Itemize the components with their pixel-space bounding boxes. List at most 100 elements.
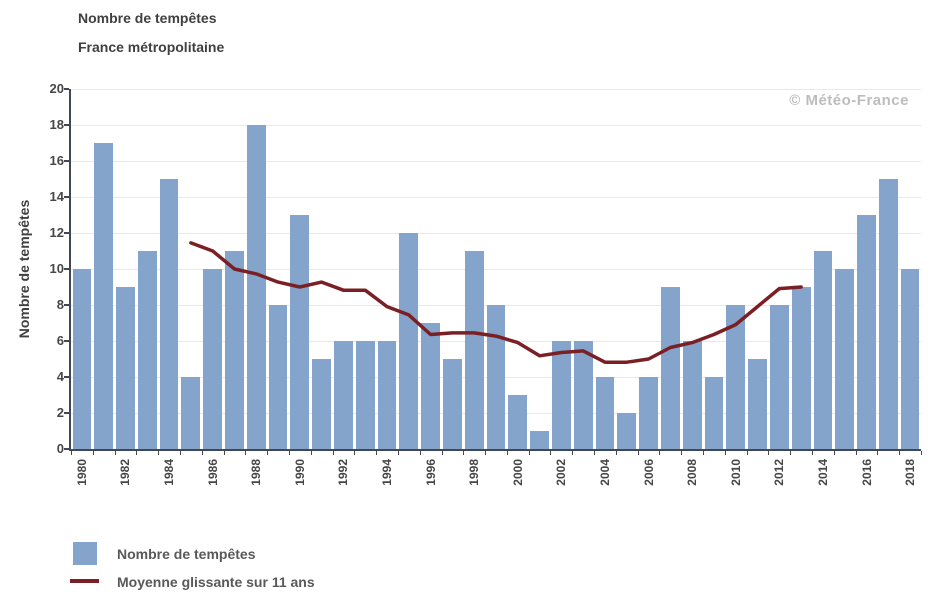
bar-1990	[290, 215, 310, 449]
x-tick-label-1996: 1996	[423, 459, 438, 486]
x-tick-label-1992: 1992	[336, 459, 351, 486]
y-tick-label-14: 14	[49, 189, 64, 204]
chart-subtitle: France métropolitaine	[78, 39, 225, 55]
x-tick-label-2004: 2004	[597, 459, 612, 486]
legend-bar-label: Nombre de tempêtes	[117, 546, 256, 562]
x-tick-mark-33	[790, 451, 792, 455]
y-axis-line	[69, 89, 71, 451]
bar-2018	[900, 269, 920, 449]
y-tick-mark-8	[64, 304, 69, 306]
bar-1999	[486, 305, 506, 449]
bar-2007	[660, 287, 680, 449]
x-tick-mark-20	[506, 451, 508, 455]
x-tick-label-2018: 2018	[903, 459, 918, 486]
bar-2006	[639, 377, 658, 449]
bar-2011	[748, 359, 767, 449]
bar-1981	[94, 143, 114, 449]
bar-2015	[835, 269, 855, 449]
watermark: © Météo-France	[789, 92, 909, 109]
bar-1994	[377, 341, 397, 449]
x-tick-label-2002: 2002	[554, 459, 569, 486]
y-tick-mark-18	[64, 124, 69, 126]
x-tick-mark-28	[681, 451, 683, 455]
x-tick-label-2012: 2012	[772, 459, 787, 486]
x-tick-mark-18	[463, 451, 465, 455]
x-tick-label-1988: 1988	[249, 459, 264, 486]
y-tick-label-20: 20	[49, 81, 64, 96]
y-tick-label-0: 0	[56, 441, 64, 456]
y-tick-label-2: 2	[56, 405, 64, 420]
legend-bar-swatch	[73, 542, 97, 565]
x-tick-label-1986: 1986	[205, 459, 220, 486]
x-tick-mark-25	[615, 451, 617, 455]
bar-1982	[116, 287, 135, 449]
x-tick-label-2000: 2000	[510, 459, 525, 486]
bar-2014	[813, 251, 833, 449]
y-tick-label-12: 12	[49, 225, 64, 240]
x-tick-mark-31	[746, 451, 748, 455]
y-tick-mark-20	[64, 88, 69, 90]
x-tick-label-1994: 1994	[380, 459, 395, 486]
x-tick-label-1984: 1984	[162, 459, 177, 486]
moving-average-line	[189, 241, 803, 364]
gridline-20	[71, 89, 921, 90]
gridline-14	[71, 197, 921, 198]
bar-1989	[268, 305, 288, 449]
x-tick-label-1980: 1980	[74, 459, 89, 486]
x-tick-mark-37	[877, 451, 879, 455]
gridline-10	[71, 269, 921, 270]
x-tick-label-2006: 2006	[641, 459, 656, 486]
x-tick-mark-6	[201, 451, 203, 455]
y-tick-mark-2	[64, 412, 69, 414]
x-tick-mark-7	[223, 451, 225, 455]
y-tick-mark-14	[64, 196, 69, 198]
x-tick-mark-16	[419, 451, 421, 455]
x-tick-mark-35	[833, 451, 835, 455]
chart-title: Nombre de tempêtes	[78, 10, 217, 26]
x-tick-mark-24	[594, 451, 596, 455]
x-tick-mark-30	[724, 451, 726, 455]
bar-1996	[421, 323, 440, 449]
x-tick-mark-17	[441, 451, 443, 455]
bar-2008	[682, 341, 702, 449]
bar-1991	[312, 359, 332, 449]
y-tick-label-8: 8	[56, 297, 64, 312]
bar-2012	[769, 305, 789, 449]
bar-1992	[334, 341, 353, 449]
gridline-12	[71, 233, 921, 234]
x-tick-mark-2	[114, 451, 116, 455]
x-tick-mark-26	[637, 451, 639, 455]
gridline-18	[71, 125, 921, 126]
x-tick-label-2010: 2010	[728, 459, 743, 486]
x-tick-label-2008: 2008	[685, 459, 700, 486]
bar-1980	[72, 269, 92, 449]
bar-2016	[857, 215, 876, 449]
x-tick-mark-39	[921, 451, 922, 455]
x-tick-label-1982: 1982	[118, 459, 133, 486]
bar-2017	[878, 179, 898, 449]
bar-1995	[399, 233, 419, 449]
x-tick-mark-9	[267, 451, 269, 455]
x-tick-mark-0	[71, 451, 72, 455]
x-tick-mark-19	[485, 451, 487, 455]
y-tick-label-18: 18	[49, 117, 64, 132]
x-axis-line	[69, 449, 921, 451]
bar-2005	[617, 413, 637, 449]
y-tick-mark-4	[64, 376, 69, 378]
x-tick-mark-8	[245, 451, 247, 455]
x-tick-mark-5	[179, 451, 181, 455]
x-tick-mark-10	[288, 451, 290, 455]
moving-average-polyline	[189, 241, 803, 364]
x-tick-mark-34	[812, 451, 814, 455]
x-tick-mark-3	[136, 451, 138, 455]
plot-area: © Météo-France	[71, 89, 921, 449]
x-tick-mark-13	[354, 451, 356, 455]
x-tick-mark-4	[158, 451, 160, 455]
x-tick-mark-36	[855, 451, 857, 455]
x-tick-mark-38	[899, 451, 901, 455]
x-tick-label-2016: 2016	[859, 459, 874, 486]
y-tick-label-4: 4	[56, 369, 64, 384]
x-tick-mark-22	[550, 451, 552, 455]
x-tick-mark-11	[310, 451, 312, 455]
bar-2003	[573, 341, 593, 449]
